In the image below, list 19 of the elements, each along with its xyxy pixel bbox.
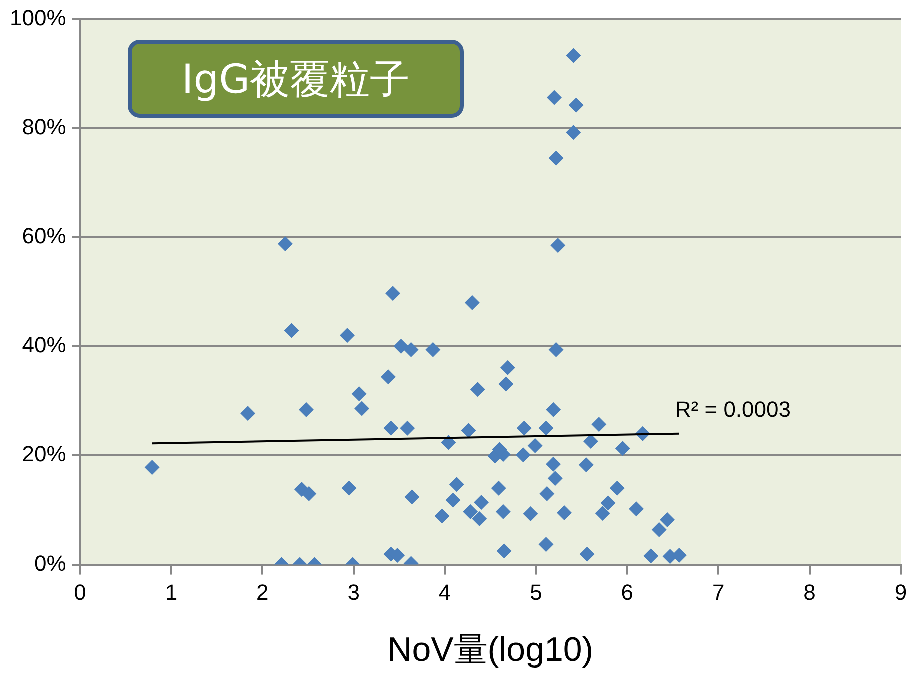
y-tick-label: 0% <box>34 550 66 576</box>
x-tick-label: 3 <box>348 580 360 606</box>
y-tick-label: 40% <box>22 332 66 358</box>
x-tick-label: 8 <box>804 580 816 606</box>
y-tick-label: 100% <box>10 5 66 30</box>
annotation: R² = 0.0003 <box>675 396 791 422</box>
y-tick-label: 60% <box>22 224 66 249</box>
x-tick-label: 0 <box>74 580 86 606</box>
x-tick-label: 9 <box>894 580 908 606</box>
x-tick-label: 5 <box>530 580 542 606</box>
x-tick-label: 4 <box>438 580 452 606</box>
text: IgG被覆粒子 <box>128 40 464 118</box>
x-tick-label: 2 <box>256 580 269 606</box>
x-tick-label: 7 <box>712 580 725 606</box>
x-tick-label: 6 <box>621 580 634 606</box>
x-tick-label: 1 <box>165 580 178 606</box>
y-tick-label: 20% <box>22 442 66 467</box>
x-axis-title: NoV量(log10) <box>388 630 594 669</box>
y-tick-label: 80% <box>22 114 66 140</box>
